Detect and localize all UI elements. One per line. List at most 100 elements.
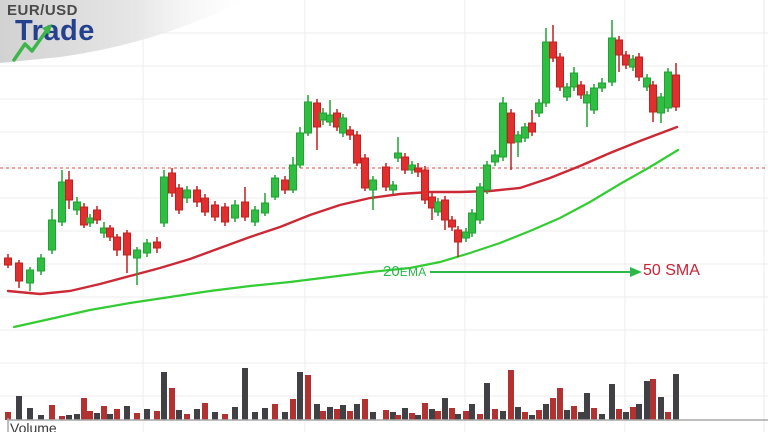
volume-bar: [340, 405, 346, 420]
bear-candle-body: [672, 74, 680, 108]
bear-candle-body: [448, 219, 456, 228]
volume-bar: [144, 409, 150, 420]
bear-candle-body: [528, 122, 536, 133]
ema-20-number: 20: [383, 263, 400, 280]
bull-candle-body: [339, 117, 347, 134]
bull-candle-body: [657, 96, 665, 114]
volume-bar: [522, 412, 528, 420]
volume-bar: [347, 411, 353, 420]
bear-candle-body: [211, 204, 219, 218]
bull-candle-body: [251, 209, 259, 223]
bull-candle-body: [160, 176, 168, 224]
bear-candle-body: [649, 84, 657, 113]
bull-candle-body: [499, 102, 507, 158]
bull-candle-body: [296, 132, 304, 166]
volume-bar: [529, 415, 535, 420]
bear-candle-body: [168, 172, 176, 194]
volume-bar: [623, 412, 629, 420]
volume-bar: [362, 399, 368, 420]
bull-candle-body: [289, 164, 297, 191]
volume-bar: [114, 409, 120, 420]
volume-bar: [27, 408, 33, 420]
bull-candle-body: [434, 201, 442, 213]
volume-bar: [94, 413, 100, 420]
bull-candle-body: [394, 152, 402, 159]
volume-bar: [564, 410, 570, 420]
volume-bar: [536, 410, 542, 420]
bull-candle-body: [514, 134, 522, 143]
bull-candle-body: [326, 114, 334, 123]
bear-candle-body: [414, 167, 422, 173]
volume-bar: [609, 384, 615, 420]
volume-bar: [543, 404, 549, 420]
volume-bar: [222, 414, 228, 420]
bull-candle-body: [133, 249, 141, 259]
bear-candle-body: [556, 56, 564, 88]
bull-candle-body: [369, 179, 377, 191]
volume-bar: [402, 408, 408, 420]
volume-bar: [644, 381, 650, 420]
bull-candle-body: [261, 202, 269, 214]
volume-bar: [282, 412, 288, 420]
bear-candle-body: [80, 206, 88, 226]
bear-candle-body: [65, 179, 73, 201]
volume-bar: [578, 412, 584, 420]
ema-20-label: 20EMA: [383, 263, 427, 280]
bull-candle-body: [476, 186, 484, 221]
bear-candle-body: [201, 197, 209, 213]
volume-bar: [194, 409, 200, 420]
volume-bar: [636, 404, 642, 420]
volume-bar: [599, 414, 605, 420]
volume-bar: [449, 408, 455, 420]
volume-bar: [290, 399, 296, 420]
volume-bar: [101, 406, 107, 420]
volume-bar: [409, 413, 415, 420]
ma-red-line: [6, 125, 679, 296]
bear-candle-body: [507, 112, 515, 144]
volume-bar: [422, 403, 428, 420]
bull-candle-body: [389, 184, 397, 191]
volume-bar: [557, 388, 563, 420]
volume-bar: [134, 413, 140, 420]
volume-bar: [232, 407, 238, 420]
bear-candle-body: [281, 179, 289, 191]
ema-to-sma-arrowhead: [630, 267, 642, 277]
volume-pane-label: Volume: [10, 420, 57, 432]
bear-candle-body: [549, 41, 557, 59]
volume-bar: [66, 415, 72, 420]
volume-bar: [395, 415, 401, 420]
bull-candle-body: [570, 72, 578, 88]
bear-candle-body: [421, 169, 429, 201]
volume-bar: [584, 393, 590, 420]
volume-bar: [212, 412, 218, 420]
bull-candle-body: [608, 37, 616, 83]
bull-candle-body: [468, 212, 476, 234]
volume-bar: [327, 407, 333, 420]
bear-candle-body: [577, 84, 585, 96]
volume-bar: [262, 408, 268, 420]
bull-candle-body: [304, 101, 312, 134]
bull-candle-body: [542, 41, 550, 104]
volume-bar: [571, 406, 577, 420]
bull-candle-body: [271, 177, 279, 198]
volume-bar: [435, 411, 441, 420]
volume-bar: [272, 404, 278, 420]
volume-bar: [184, 414, 190, 420]
volume-bar: [591, 408, 597, 420]
volume-bar: [5, 412, 11, 420]
bull-candle-body: [26, 269, 34, 284]
volume-bar: [550, 398, 556, 420]
volume-bar: [650, 379, 656, 420]
volume-bar: [469, 404, 475, 420]
bear-candle-body: [401, 156, 409, 171]
ma-green-line: [12, 148, 680, 329]
volume-bar: [616, 409, 622, 420]
volume-bar: [107, 414, 113, 420]
volume-bar: [334, 409, 340, 420]
bear-candle-body: [615, 39, 623, 56]
logo-chart-arrow-icon: [12, 24, 52, 62]
bull-candle-body: [643, 77, 651, 88]
volume-bar: [16, 396, 22, 420]
volume-bar: [242, 368, 248, 420]
